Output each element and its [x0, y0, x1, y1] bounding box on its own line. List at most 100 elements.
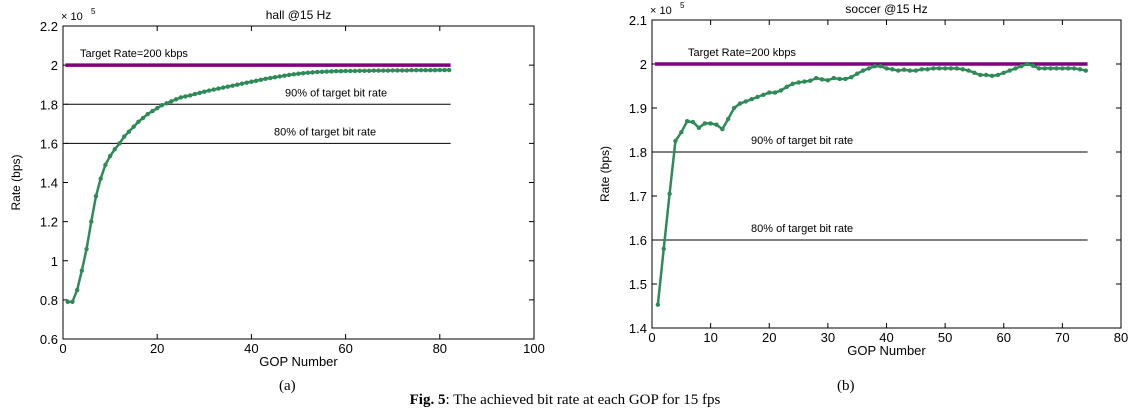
data-point [117, 141, 122, 146]
data-point [948, 66, 954, 71]
chart-title: hall @15 Hz [266, 8, 332, 22]
data-point [901, 67, 907, 72]
data-point [140, 115, 146, 121]
data-point [749, 97, 754, 102]
data-point [761, 92, 766, 98]
data-point [1042, 66, 1047, 71]
data-point [79, 268, 85, 273]
data-point [679, 130, 684, 135]
data-point [966, 68, 971, 73]
data-point [813, 75, 819, 81]
data-point [244, 80, 249, 85]
data-point [1030, 63, 1036, 68]
series-line [67, 68, 450, 304]
data-point [831, 75, 836, 81]
data-point [737, 101, 743, 106]
data-point [860, 68, 866, 73]
data-point [310, 70, 315, 75]
data-point [989, 73, 995, 79]
data-point [381, 68, 386, 73]
y-tick-label: 1.8 [40, 97, 58, 112]
data-point [216, 86, 221, 91]
y-tick-label: 1.9 [629, 101, 647, 116]
data-point [995, 72, 1001, 78]
data-point [192, 91, 198, 97]
data-point [843, 76, 848, 82]
y-axis-label: Rate (bps) [9, 154, 23, 210]
x-tick-label: 40 [244, 341, 258, 356]
data-point [239, 81, 245, 86]
data-point [277, 74, 282, 79]
data-point [743, 99, 748, 104]
data-point [225, 84, 231, 89]
data-point [1007, 68, 1012, 73]
data-point [796, 80, 801, 85]
data-point [98, 176, 103, 181]
x-tick-label: 20 [762, 330, 776, 345]
data-point [357, 68, 362, 73]
data-point [714, 122, 719, 127]
data-point [673, 138, 678, 144]
y-tick-label: 1.7 [629, 189, 647, 204]
y-tick-label: 1.4 [629, 321, 647, 336]
chart-hall: 0 20 40 60 80 100 0.6 0.8 1 1.2 1.4 1.6 1.8 2 2.2× 10 5… [9, 7, 545, 369]
data-point [84, 246, 89, 252]
data-point [291, 72, 296, 77]
data-point [371, 68, 377, 73]
data-point [931, 66, 936, 71]
data-point [103, 162, 108, 168]
y-exponent: 5 [680, 1, 685, 10]
caption-a: (a) [279, 378, 296, 394]
data-point [819, 77, 825, 82]
data-point [755, 94, 760, 100]
x-axis-label: GOP Number [847, 343, 926, 358]
x-tick-label: 70 [1055, 330, 1069, 345]
data-point [983, 72, 989, 78]
data-point [696, 125, 702, 130]
data-point [145, 111, 150, 117]
data-point [235, 82, 240, 87]
data-point [390, 68, 395, 73]
data-point [802, 79, 807, 84]
data-point [404, 68, 410, 73]
data-point [684, 119, 690, 124]
data-point [1019, 63, 1024, 69]
data-point [399, 68, 405, 73]
chart-title: soccer @15 Hz [845, 2, 927, 16]
y-tick-label: 0.6 [40, 332, 58, 347]
x-tick-label: 60 [338, 341, 352, 356]
data-point [1013, 66, 1018, 71]
data-point [437, 67, 442, 73]
data-point [333, 68, 339, 74]
data-point [74, 287, 80, 293]
x-tick-label: 0 [648, 330, 655, 345]
data-point [178, 95, 183, 100]
x-tick-label: 20 [150, 341, 164, 356]
data-point [937, 66, 942, 71]
data-point [726, 116, 731, 122]
data-point [352, 68, 358, 74]
y-exponent: 5 [91, 7, 96, 16]
data-point [1025, 61, 1030, 67]
data-point [169, 99, 174, 104]
y-tick-label: 2.1 [629, 13, 647, 28]
data-point [395, 68, 400, 73]
data-point [1048, 66, 1053, 71]
data-point [268, 75, 273, 81]
y-tick-label: 1 [51, 254, 58, 269]
data-point [954, 66, 960, 71]
data-point [418, 68, 424, 73]
reference-line-label: Target Rate=200 kbps [80, 48, 188, 60]
reference-line-label: 90% of target bit rate [751, 135, 853, 147]
data-point [854, 71, 860, 76]
data-point [907, 68, 913, 73]
data-point [942, 66, 948, 71]
data-point [338, 68, 344, 74]
data-point [442, 67, 447, 73]
data-point [65, 299, 70, 305]
data-point [1083, 68, 1089, 73]
data-point [708, 121, 713, 126]
data-point [767, 90, 772, 95]
reference-line-label: 90% of target bit rate [285, 87, 387, 99]
